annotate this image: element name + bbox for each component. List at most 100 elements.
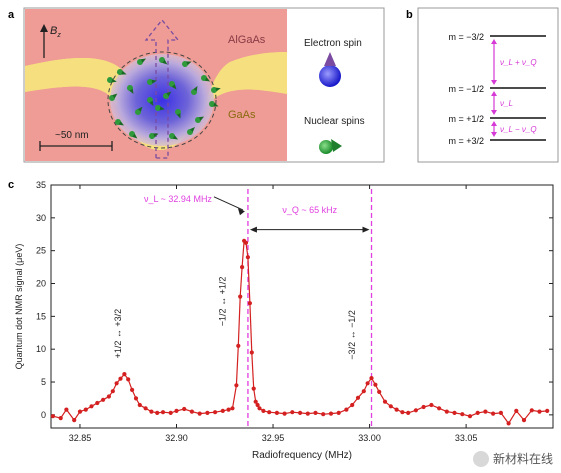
nmr-data-point <box>205 410 210 415</box>
nuclear-spins-label: Nuclear spins <box>304 116 365 127</box>
nmr-data-point <box>444 409 449 414</box>
nuclear-spin-body <box>209 101 215 107</box>
nuclear-spin-icon <box>195 116 205 123</box>
algaas-label: AlGaAs <box>228 34 266 46</box>
nmr-data-point <box>355 395 361 400</box>
nmr-data-point <box>483 409 488 414</box>
nmr-data-point <box>226 407 231 412</box>
nuclear-spin-icon <box>147 79 157 85</box>
pointer-arrow-icon <box>237 208 245 216</box>
nmr-data-point <box>437 406 442 411</box>
nmr-data-point <box>421 404 426 410</box>
nmr-chart: 0 5 10 15 20 25 30 35 32.85 32.90 32.95 33.00 33.05 R… <box>14 180 554 461</box>
nuclear-spin-arrow-icon <box>132 133 138 139</box>
nmr-data-point <box>189 409 194 414</box>
nmr-data-point <box>106 394 111 399</box>
nuclear-spin-icon <box>117 69 127 75</box>
nuclear-spin-icon <box>211 87 221 93</box>
gaas-label: GaAs <box>228 109 256 121</box>
nmr-data-point <box>249 350 254 355</box>
nuclear-spin-arrow-icon <box>186 61 192 66</box>
nmr-data-point <box>475 410 480 415</box>
arrow-up-icon <box>491 91 497 96</box>
y-axis-label: Quantum dot NMR signal (μeV) <box>14 244 24 370</box>
nmr-data-point <box>213 410 218 415</box>
x-axis-label: Radiofrequency (MHz) <box>252 450 352 461</box>
transition-gap-label: ν_L + ν_Q <box>500 58 537 67</box>
y-tick-label: 35 <box>36 180 46 190</box>
nuclear-spin-arrow-icon <box>204 77 211 82</box>
nmr-data-point <box>243 240 249 245</box>
nmr-data-point <box>388 404 393 409</box>
scale-label: ~50 nm <box>55 130 89 141</box>
nuclear-spin-icon <box>135 106 143 115</box>
arrow-down-icon <box>491 80 497 85</box>
nmr-data-point <box>545 408 550 413</box>
dot-boundary <box>107 51 217 149</box>
nmr-data-point <box>313 410 318 415</box>
nmr-data-point <box>160 410 166 415</box>
y-tick-label: 15 <box>36 311 46 321</box>
nuclear-spin-icon <box>155 105 165 111</box>
nmr-data-point <box>95 400 100 406</box>
nuclear-arrow-icon <box>331 139 342 152</box>
nmr-data-point <box>498 410 503 415</box>
nuclear-spin-body <box>211 87 217 93</box>
y-tick-label: 0 <box>41 410 46 420</box>
nmr-data-point <box>230 406 235 411</box>
nmr-data-point <box>521 418 527 423</box>
nuclear-spin-icon <box>147 97 154 107</box>
nmr-data-point <box>350 402 355 408</box>
nmr-data-point <box>122 372 127 377</box>
nmr-data-point <box>336 410 341 415</box>
nmr-data-point <box>267 410 272 415</box>
nuclear-spin-arrow-icon <box>176 113 181 119</box>
quadrupole-annotation: ν_Q ~ 65 kHz <box>282 205 337 215</box>
plot-frame <box>50 184 554 429</box>
nmr-data-point <box>240 265 245 270</box>
x-tick-label: 32.90 <box>165 433 188 443</box>
nmr-data-point <box>247 301 252 306</box>
nmr-data-point <box>257 406 262 411</box>
nmr-data-point <box>197 411 202 416</box>
energy-level-label: m = +1/2 <box>448 114 484 124</box>
nuclear-spin-icon <box>159 57 168 65</box>
gaas-band <box>25 52 287 150</box>
nmr-data-point <box>529 408 534 413</box>
nuclear-spin-body <box>149 133 155 139</box>
nuclear-spin-arrow-icon <box>153 133 159 138</box>
nmr-data-point <box>251 386 256 391</box>
nuclear-spin-icon <box>169 133 179 140</box>
nmr-data-point <box>365 381 370 386</box>
nuclear-spin-arrow-icon <box>140 58 147 63</box>
nmr-data-point <box>137 402 142 408</box>
nuclear-spin-arrow-icon <box>162 59 168 65</box>
nmr-data-point <box>236 343 241 348</box>
nmr-data-point <box>261 408 266 413</box>
panel-a: Bz AlGaAs GaAs ~50 nm Electron spin Nucl… <box>23 7 385 163</box>
nuclear-spin-arrow-icon <box>215 87 221 92</box>
panel-b-letter: b <box>406 9 413 21</box>
nmr-data-point <box>298 410 303 415</box>
nuclear-spin-icon <box>137 58 147 65</box>
y-tick-label: 30 <box>36 213 46 223</box>
nuclear-spin-arrow-icon <box>190 127 195 132</box>
nmr-data-point <box>182 406 187 412</box>
panel-b-frame <box>417 7 559 163</box>
nmr-data-point <box>118 376 123 381</box>
y-tick-label: 10 <box>36 344 46 354</box>
larmor-annotation: ν_L ~ 32.94 MHz <box>144 194 212 204</box>
nmr-data-point <box>101 397 106 402</box>
nuclear-spin-body <box>147 79 153 85</box>
x-tick-label: 32.95 <box>262 433 285 443</box>
nuclear-spin-arrow-icon <box>213 102 219 107</box>
arrow-down-icon <box>491 110 497 115</box>
nmr-data-point <box>305 411 310 416</box>
nmr-data-point <box>168 410 173 415</box>
nuclear-spin-arrow-icon <box>166 91 172 97</box>
field-arrow-icon <box>40 24 48 32</box>
nmr-data-point <box>373 382 378 387</box>
nmr-data-point <box>537 409 542 414</box>
nmr-data-point <box>114 381 119 386</box>
nmr-data-point <box>467 414 473 419</box>
